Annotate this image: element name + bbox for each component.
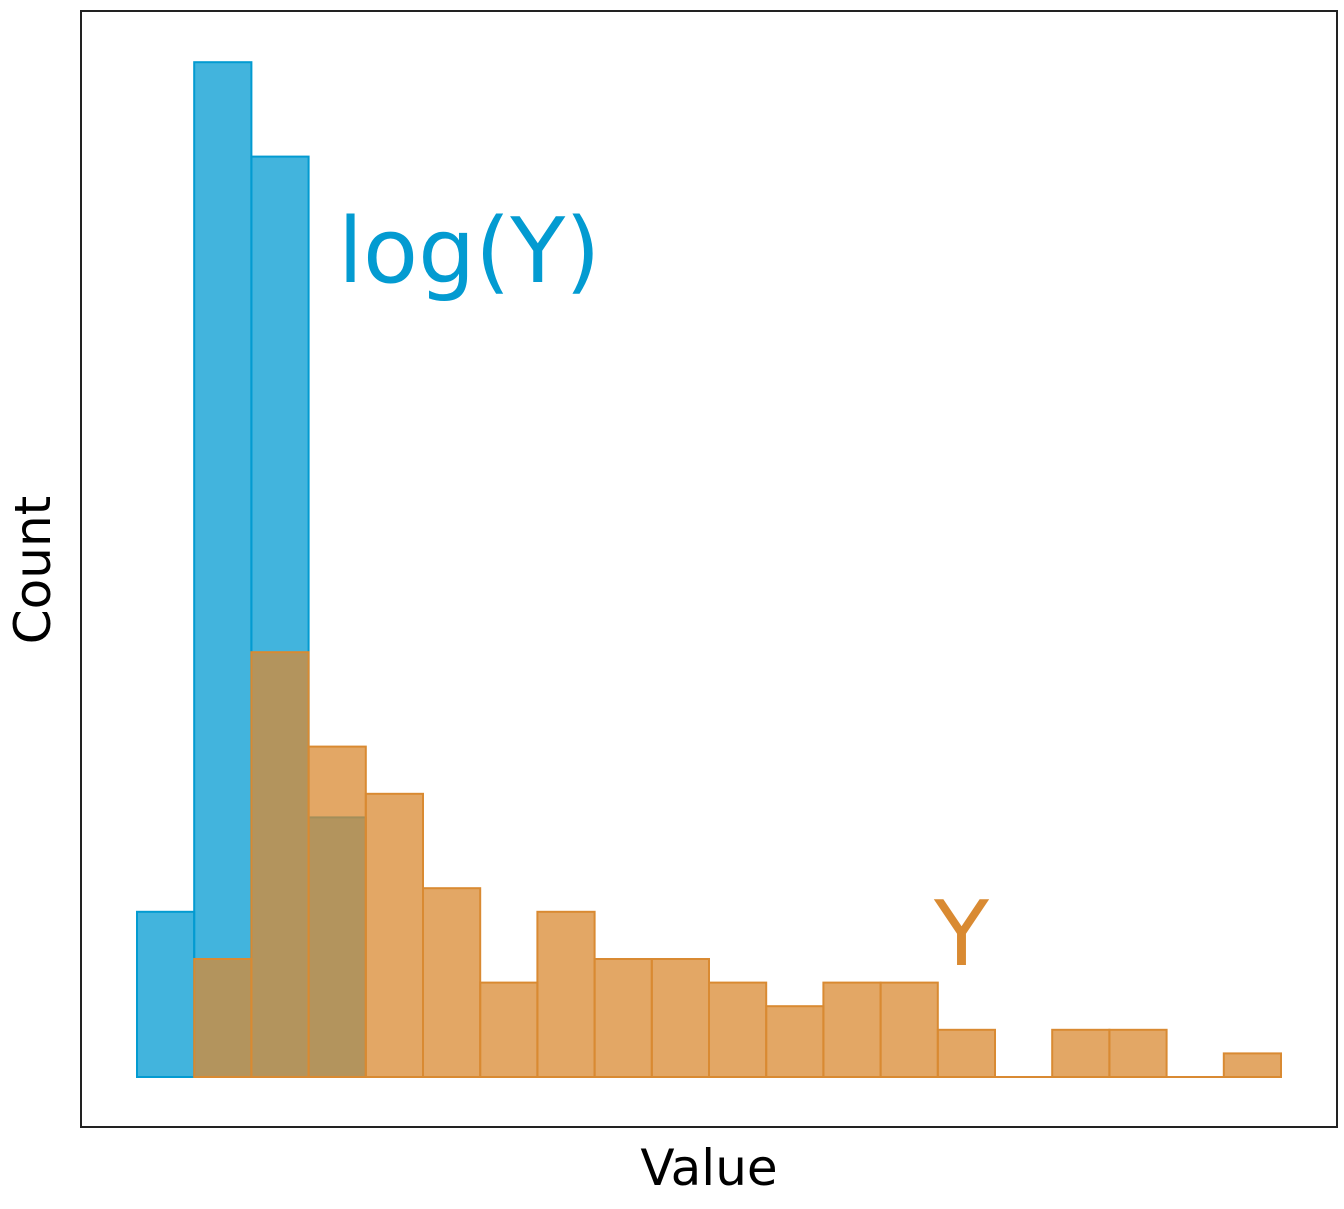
plot-frame — [80, 10, 1338, 1128]
y-axis-title: Count — [4, 496, 62, 645]
series-label-y: Y — [933, 882, 990, 987]
bar-y-4 — [364, 792, 424, 1078]
x-axis-title: Value — [640, 1139, 777, 1197]
bar-y-5 — [422, 887, 482, 1079]
bar-y-12 — [822, 981, 882, 1078]
bar-y-1 — [193, 958, 253, 1078]
bar-logy-1 — [193, 61, 253, 1078]
bar-y-11 — [765, 1005, 825, 1079]
bar-y-19 — [1222, 1052, 1283, 1079]
bar-y-8 — [593, 958, 653, 1078]
bar-y-16 — [1051, 1028, 1111, 1079]
bar-y-2 — [250, 651, 310, 1078]
bar-y-10 — [708, 981, 768, 1078]
bar-y-14 — [936, 1028, 996, 1079]
series-label-logy: log(Y) — [338, 199, 600, 304]
bars-layer — [136, 61, 1283, 1079]
bar-y-7 — [536, 910, 596, 1078]
bar-y-9 — [650, 958, 710, 1078]
bar-y-6 — [479, 981, 539, 1078]
bar-y-17 — [1108, 1028, 1168, 1079]
bar-y-3 — [307, 745, 367, 1078]
bar-y-13 — [879, 981, 939, 1078]
bar-logy-0 — [136, 910, 196, 1078]
